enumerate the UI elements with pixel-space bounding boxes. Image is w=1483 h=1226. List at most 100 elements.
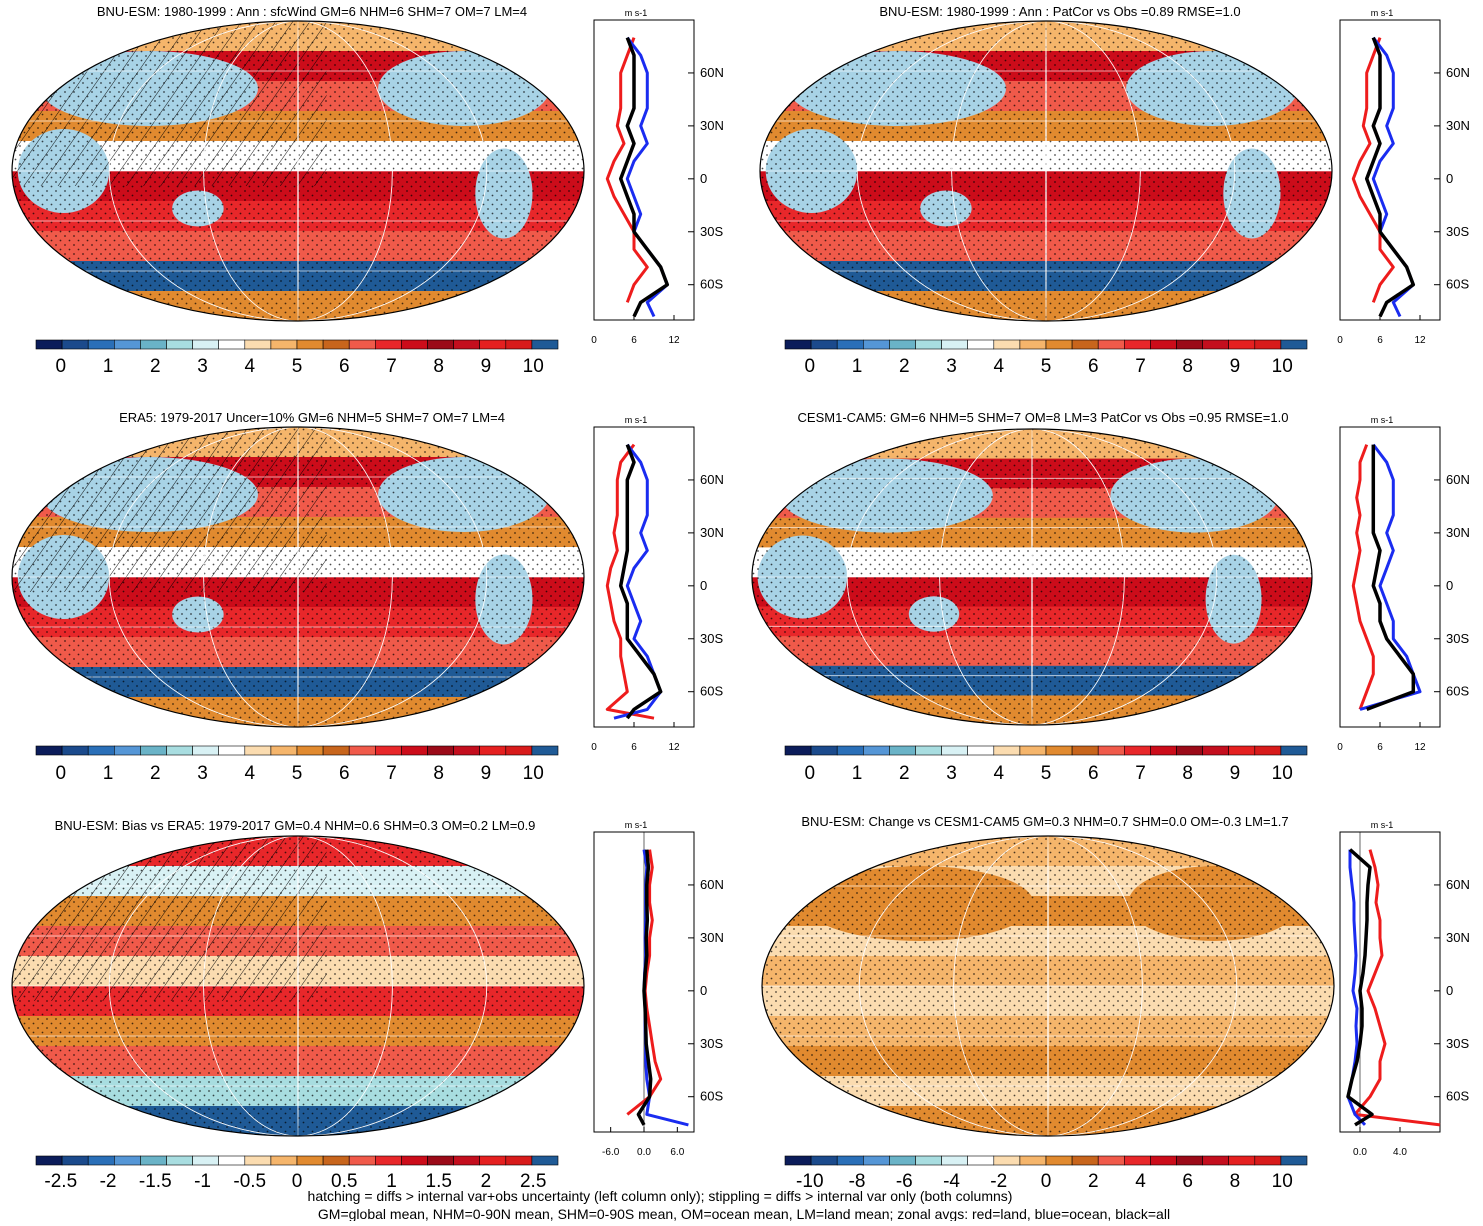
zonal-lat-label: 30N <box>700 930 724 945</box>
graticule-lon <box>1045 21 1047 321</box>
colorbar-swatch <box>192 1155 220 1166</box>
zonal-unit-label: m s-1 <box>625 820 648 830</box>
colorbar-tick-label: 10 <box>523 763 544 784</box>
colorbar-swatch <box>270 339 298 350</box>
zonal-lat-label: 60S <box>700 277 723 292</box>
zonal-x-label: 6 <box>1377 742 1383 753</box>
colorbar-swatch <box>427 1155 454 1166</box>
colorbar-swatch <box>1045 339 1073 350</box>
colorbar-tick-label: 2 <box>899 356 910 377</box>
colorbar-tick-label: 9 <box>481 763 492 784</box>
colorbar-swatch <box>296 1155 324 1166</box>
zonal-lat-label: 30N <box>700 118 724 133</box>
colorbar-swatch <box>374 1155 402 1166</box>
colorbar-tick-label: -1 <box>194 1171 211 1192</box>
colorbar-swatch <box>1045 745 1073 756</box>
colorbar-swatch <box>993 745 1021 756</box>
zonal-x-label: 0.0 <box>1353 1147 1367 1158</box>
colorbar-swatch <box>915 1155 942 1166</box>
colorbar-swatch <box>166 745 193 756</box>
colorbar-swatch <box>1280 339 1308 350</box>
hatching-overlay <box>12 427 327 592</box>
zonal-lat-label: 60N <box>700 65 724 80</box>
zonal-lat-label: 60N <box>1446 877 1470 892</box>
colorbar-swatch <box>1228 339 1256 350</box>
colorbar-swatch <box>114 745 141 756</box>
colorbar-tick-label: 10 <box>1272 763 1293 784</box>
graticule-lon <box>203 21 393 321</box>
footer-line-2: GM=global mean, NHM=0-90N mean, SHM=0-90… <box>318 1206 1170 1221</box>
zonal-lat-label: 30S <box>1446 631 1469 646</box>
colorbar-tick-label: 5 <box>292 763 303 784</box>
colorbar-swatch <box>453 1155 481 1166</box>
zonal-x-label: 0.0 <box>637 1147 651 1158</box>
zonal-series-land <box>1351 444 1375 710</box>
colorbar-tick-label: 1 <box>852 356 863 377</box>
zonal-lat-label: 60N <box>700 472 724 487</box>
zonal-lat-label: 60S <box>1446 684 1469 699</box>
colorbar-swatch <box>1071 1155 1099 1166</box>
colorbar-tick-label: 4 <box>993 356 1004 377</box>
colorbar-swatch <box>810 339 838 350</box>
zonal-lat-label: 30S <box>700 1036 723 1051</box>
zonal-x-label: 0 <box>1337 742 1343 753</box>
panel-title: ERA5: 1979-2017 Uncer=10% GM=6 NHM=5 SHM… <box>119 410 505 425</box>
colorbar-tick-label: 8 <box>1182 763 1193 784</box>
graticule-lon <box>953 836 1143 1136</box>
colorbar-swatch <box>967 339 995 350</box>
colorbar-swatch <box>401 1155 428 1166</box>
colorbar-tick-label: 9 <box>1230 356 1241 377</box>
graticule-lon <box>203 427 393 727</box>
panel-title: BNU-ESM: 1980-1999 : Ann : sfcWind GM=6 … <box>97 4 527 19</box>
graticule-lon <box>856 21 1236 321</box>
colorbar-swatch <box>1254 1155 1282 1166</box>
colorbar-tick-label: 1.5 <box>426 1171 452 1192</box>
map-field <box>752 429 1312 725</box>
colorbar-swatch <box>531 1155 559 1166</box>
colorbar-tick-label: -0.5 <box>233 1171 266 1192</box>
colorbar-tick-label: -8 <box>849 1171 866 1192</box>
map-outline <box>11 835 585 1137</box>
zonal-series-all <box>618 36 670 318</box>
colorbar-swatch <box>941 1155 968 1166</box>
graticule-lon <box>846 429 1218 725</box>
colorbar-tick-label: 5 <box>1041 356 1052 377</box>
zonal-lat-label: 30S <box>1446 224 1469 239</box>
colorbar-tick-label: 9 <box>481 356 492 377</box>
colorbar-tick-label: 4 <box>1135 1171 1146 1192</box>
colorbar-tick-label: 8 <box>433 356 444 377</box>
colorbar-tick-label: 7 <box>1135 763 1146 784</box>
colorbar-tick-label: -2 <box>100 1171 117 1192</box>
colorbar-tick-label: 3 <box>197 356 208 377</box>
colorbar-swatch <box>479 1155 507 1166</box>
colorbar-swatch <box>1097 339 1125 350</box>
zonal-unit-label: m s-1 <box>1371 415 1394 425</box>
zonal-lat-label: 30S <box>700 224 723 239</box>
colorbar-swatch <box>192 745 220 756</box>
colorbar-tick-label: 4 <box>244 356 255 377</box>
colorbar-swatch <box>270 745 298 756</box>
zonal-plot-frame <box>1339 831 1441 1133</box>
colorbar-swatch <box>836 339 864 350</box>
graticule-lon <box>1031 429 1033 725</box>
zonal-series-land <box>605 443 655 720</box>
colorbar-swatch <box>1097 1155 1125 1166</box>
graticule-lon <box>297 427 299 727</box>
colorbar-swatch <box>35 339 63 350</box>
colorbar-tick-label: 4 <box>244 763 255 784</box>
colorbar-tick-label: 0 <box>56 356 67 377</box>
colorbar-tick-label: -2 <box>990 1171 1007 1192</box>
zonal-lat-label: 60S <box>700 1089 723 1104</box>
colorbar-swatch <box>401 745 428 756</box>
zonal-lat-label: 60S <box>1446 277 1469 292</box>
colorbar-swatch <box>218 1155 246 1166</box>
zonal-x-label: -6.0 <box>602 1147 620 1158</box>
colorbar-swatch <box>140 745 167 756</box>
colorbar-tick-label: 2 <box>1088 1171 1099 1192</box>
colorbar-swatch <box>505 1155 533 1166</box>
colorbar-tick-label: 3 <box>197 763 208 784</box>
colorbar-swatch <box>531 745 559 756</box>
zonal-x-label: 12 <box>1414 742 1426 753</box>
zonal-lat-label: 0 <box>1446 578 1453 593</box>
